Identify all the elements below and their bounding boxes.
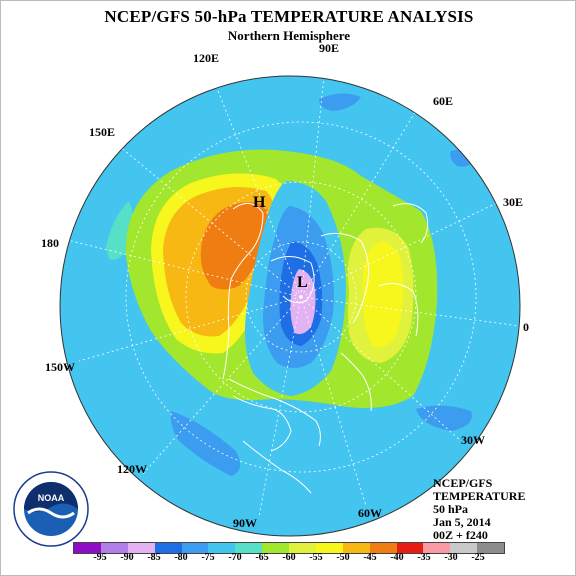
- warm-core: [200, 202, 268, 290]
- lon-label-120w: 120W: [117, 462, 147, 476]
- graticule: [70, 76, 520, 517]
- cold-patch-north: [319, 93, 361, 111]
- yellow-core-east: [363, 241, 404, 348]
- info-level: 50 hPa: [433, 502, 469, 516]
- colorbar-tick-label: -65: [255, 552, 269, 563]
- colorbar-tick-label: -35: [417, 552, 431, 563]
- colorbar-swatch: [450, 543, 478, 553]
- lon-label-30e: 30E: [503, 195, 524, 209]
- info-model: NCEP/GFS: [433, 476, 493, 490]
- cold-patch-southeast: [416, 405, 472, 431]
- lon-label-150w: 150W: [45, 360, 75, 374]
- colorbar-tick-label: -70: [228, 552, 242, 563]
- lon-label-150e: 150E: [89, 125, 116, 139]
- lon-label-30w: 30W: [461, 433, 485, 447]
- high-pressure-marker: H: [253, 194, 266, 211]
- colorbar-swatch: [342, 543, 370, 553]
- colorbar-swatch: [477, 543, 504, 553]
- colorbar-tick-label: -30: [444, 552, 458, 563]
- hemisphere-outline: [59, 75, 521, 537]
- colorbar-swatch: [181, 543, 209, 553]
- lon-label-0: 0: [523, 320, 529, 334]
- lon-label-90e: 90E: [319, 41, 340, 55]
- noaa-logo: NOAA: [13, 471, 89, 547]
- colorbar-tick-label: -25: [471, 552, 485, 563]
- colorbar-tick-label: -50: [336, 552, 350, 563]
- coastlines: [222, 202, 429, 494]
- colorbar-tick-label: -85: [147, 552, 161, 563]
- colorbar-swatch: [100, 543, 128, 553]
- main-title: NCEP/GFS 50-hPa TEMPERATURE ANALYSIS: [104, 7, 474, 26]
- colorbar-tick-label: -40: [390, 552, 404, 563]
- colorbar-tick-label: -75: [201, 552, 215, 563]
- colorbar-tick-label: -95: [93, 552, 107, 563]
- colorbar-swatch: [154, 543, 182, 553]
- logo-text: NOAA: [38, 493, 65, 503]
- lon-label-120e: 120E: [193, 51, 220, 65]
- info-variable: TEMPERATURE: [433, 489, 526, 503]
- colorbar-swatch: [289, 543, 316, 553]
- colorbar-swatch: [208, 543, 236, 553]
- info-forecast: 00Z + f240: [433, 528, 488, 542]
- colorbar-tick-label: -90: [120, 552, 134, 563]
- colorbar-swatch: [127, 543, 155, 553]
- low-pressure-marker: L: [297, 274, 308, 291]
- lon-label-180: 180: [41, 236, 59, 250]
- colorbar-swatch: [423, 543, 451, 553]
- colorbar-swatch: [315, 543, 343, 553]
- colorbar-tick-label: -60: [282, 552, 296, 563]
- colorbar-swatch: [74, 543, 101, 553]
- sub-title: Northern Hemisphere: [227, 28, 351, 43]
- colorbar: [73, 542, 505, 554]
- colorbar-tick-label: -45: [363, 552, 377, 563]
- colorbar-tick-label: -55: [309, 552, 323, 563]
- lon-label-90w: 90W: [233, 516, 257, 530]
- lon-label-60e: 60E: [433, 94, 454, 108]
- colorbar-swatch: [396, 543, 424, 553]
- colorbar-swatch: [235, 543, 263, 553]
- lon-label-60w: 60W: [358, 506, 382, 520]
- colorbar-tick-label: -80: [174, 552, 188, 563]
- colorbar-swatch: [369, 543, 397, 553]
- info-date: Jan 5, 2014: [433, 515, 491, 529]
- colorbar-swatch: [262, 543, 289, 553]
